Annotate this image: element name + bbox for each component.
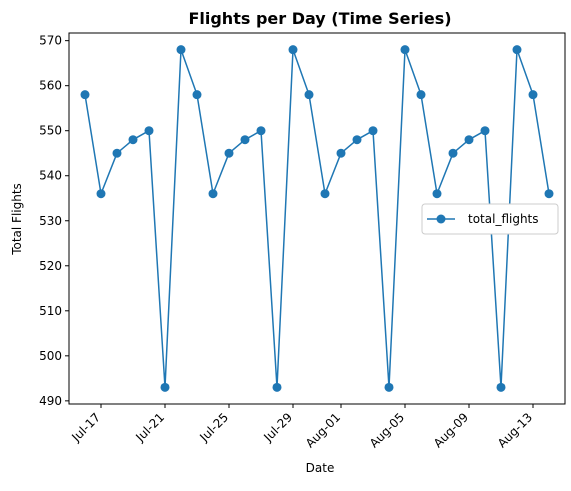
data-point	[448, 148, 458, 158]
data-point	[528, 90, 538, 100]
data-point	[96, 189, 106, 199]
legend-box	[421, 203, 559, 235]
chart-title: Flights per Day (Time Series)	[188, 9, 451, 28]
data-point	[144, 126, 154, 136]
plot-frame	[68, 32, 566, 405]
data-point	[256, 126, 266, 136]
data-point	[464, 135, 474, 145]
data-point	[368, 126, 378, 136]
data-point	[432, 189, 442, 199]
y-tick-label: 550	[39, 124, 62, 138]
legend-label: total_flights	[468, 212, 539, 226]
y-tick-label: 500	[39, 349, 62, 363]
data-point	[128, 135, 138, 145]
data-point	[352, 135, 362, 145]
data-point	[416, 90, 426, 100]
plot-area	[68, 32, 566, 405]
y-tick-label: 490	[39, 394, 62, 408]
data-point	[336, 148, 346, 158]
y-tick-label: 520	[39, 259, 62, 273]
data-point	[160, 382, 170, 392]
data-point	[80, 90, 90, 100]
data-point	[112, 148, 122, 158]
data-point	[480, 126, 490, 136]
x-axis-title: Date	[306, 461, 335, 475]
y-tick-label: 540	[39, 169, 62, 183]
data-point	[176, 45, 186, 55]
data-point	[192, 90, 202, 100]
y-tick-label: 570	[39, 34, 62, 48]
data-point	[544, 189, 554, 199]
data-point	[400, 45, 410, 55]
data-point	[240, 135, 250, 145]
y-axis-title: Total Flights	[10, 183, 24, 256]
series-layer	[80, 45, 554, 392]
data-point	[384, 382, 394, 392]
legend-marker-swatch	[436, 214, 446, 224]
data-point	[272, 382, 282, 392]
y-tick-label: 560	[39, 79, 62, 93]
data-point	[512, 45, 522, 55]
y-tick-label: 530	[39, 214, 62, 228]
y-axis: 490 500 510 520 530 540 550 560 570	[39, 34, 69, 408]
legend: total_flights	[421, 203, 559, 235]
data-point	[304, 90, 314, 100]
y-tick-label: 510	[39, 304, 62, 318]
data-point	[320, 189, 330, 199]
data-point	[288, 45, 298, 55]
data-point	[224, 148, 234, 158]
data-point	[208, 189, 218, 199]
data-point	[496, 382, 506, 392]
